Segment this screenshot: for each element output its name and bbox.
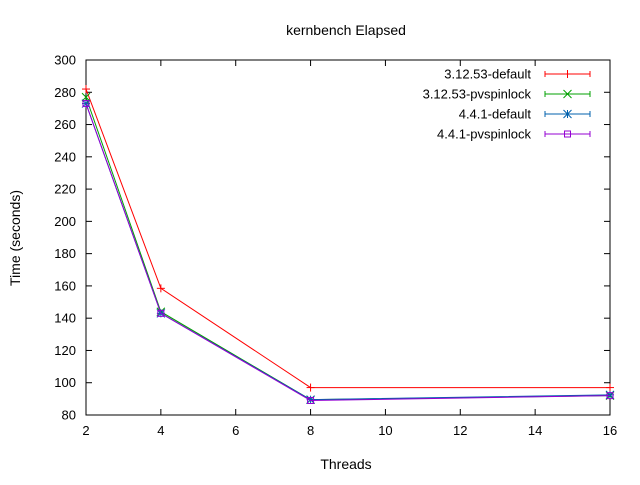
x-tick-label: 16	[603, 423, 617, 438]
y-axis-label: Time (seconds)	[7, 190, 23, 286]
legend-entry-3: 4.4.1-default	[459, 107, 591, 122]
x-tick-label: 2	[82, 423, 89, 438]
data-point	[307, 396, 315, 404]
series-1	[82, 85, 614, 392]
plot-border	[85, 59, 611, 416]
y-tick-label: 160	[54, 278, 76, 293]
data-point	[81, 92, 91, 102]
x-tick-label: 6	[232, 423, 239, 438]
legend-marker	[564, 130, 571, 138]
y-tick-label: 280	[54, 85, 76, 100]
data-point	[82, 85, 90, 94]
legend-label: 4.4.1-default	[459, 107, 532, 122]
legend-label: 3.12.53-pvspinlock	[423, 87, 532, 102]
y-tick-label: 80	[62, 408, 76, 423]
data-point	[606, 383, 614, 392]
y-tick-label: 180	[54, 246, 76, 261]
series-line	[85, 103, 611, 401]
series-group	[81, 85, 615, 405]
x-tick-label: 10	[378, 423, 392, 438]
data-point	[156, 284, 165, 293]
y-tick-label: 200	[54, 214, 76, 229]
legend-marker	[563, 109, 572, 119]
axes: 2 4 6 8 10 12 14 16 80 100 120 140 160 180 200 220 240 26…	[54, 53, 617, 439]
data-point	[306, 383, 315, 392]
legend-marker	[563, 89, 572, 99]
x-axis-label: Threads	[320, 456, 371, 472]
data-point	[157, 309, 165, 317]
data-point	[82, 100, 90, 108]
y-tick-label: 220	[54, 182, 76, 197]
x-tick-label: 8	[307, 423, 314, 438]
x-tick-label: 14	[528, 423, 542, 438]
series-line	[85, 88, 610, 389]
y-tick-label: 120	[54, 343, 76, 358]
legend-marker	[563, 70, 572, 78]
y-tick-label: 300	[54, 53, 76, 68]
y-tick-label: 100	[54, 375, 76, 390]
legend: 3.12.53-default 3.12.53-pvspinlock 4.4.1-d…	[423, 67, 591, 142]
y-tick-label: 260	[54, 117, 76, 132]
legend-label: 4.4.1-pvspinlock	[437, 127, 531, 142]
legend-label: 3.12.53-default	[444, 67, 531, 82]
legend-entry-1: 3.12.53-default	[444, 67, 591, 82]
chart-title: kernbench Elapsed	[286, 22, 406, 38]
series-4	[82, 100, 614, 404]
y-tick-label: 140	[54, 311, 76, 326]
x-tick-label: 4	[157, 423, 164, 438]
legend-entry-2: 3.12.53-pvspinlock	[423, 87, 591, 102]
x-tick-label: 12	[453, 423, 467, 438]
legend-entry-4: 4.4.1-pvspinlock	[437, 127, 591, 142]
y-tick-label: 240	[54, 149, 76, 164]
data-point	[606, 392, 614, 400]
